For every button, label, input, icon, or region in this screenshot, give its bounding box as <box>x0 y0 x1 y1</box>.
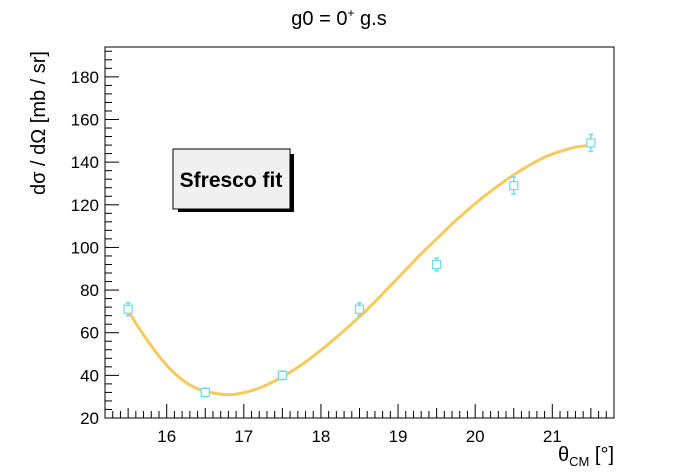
data-point <box>586 133 596 153</box>
y-tick-label: 120 <box>71 196 99 215</box>
y-tick-label: 140 <box>71 153 99 172</box>
chart-title-superscript: + <box>347 6 354 20</box>
data-point <box>509 176 519 195</box>
legend-label: Sfresco fit <box>180 169 283 192</box>
y-tick-label: 180 <box>71 68 99 87</box>
data-point <box>200 387 210 398</box>
y-tick-label: 80 <box>80 281 99 300</box>
x-tick-label: 18 <box>311 427 330 446</box>
point-marker <box>200 387 210 398</box>
point-marker <box>354 304 365 314</box>
data-point <box>277 370 287 381</box>
x-tick-label: 20 <box>466 427 485 446</box>
x-tick-label: 19 <box>389 427 408 446</box>
y-tick-label: 100 <box>71 238 99 257</box>
data-point <box>432 257 442 272</box>
y-tick-label: 160 <box>71 110 99 129</box>
x-axis-label-subscript: CM <box>569 454 589 469</box>
chart-title-suffix: g.s <box>354 8 386 30</box>
x-axis-label: θCM [°] <box>558 444 614 469</box>
data-point <box>354 302 365 317</box>
x-axis-label-unit: [°] <box>589 444 614 466</box>
point-marker <box>586 138 596 148</box>
x-tick-label: 16 <box>157 427 176 446</box>
y-tick-label: 40 <box>80 366 99 385</box>
y-ticks: 20 40 60 80 100 120 140 160 180 <box>71 50 119 428</box>
y-axis-label: dσ / dΩ [mb / sr] <box>28 51 50 195</box>
y-tick-label: 60 <box>80 324 99 343</box>
x-ticks: 16 17 18 19 20 21 <box>104 404 615 446</box>
legend-box <box>172 148 291 210</box>
point-marker <box>432 259 442 270</box>
plot-frame <box>104 46 615 419</box>
x-tick-label: 21 <box>543 427 562 446</box>
point-marker <box>509 180 519 191</box>
data-point <box>123 302 133 317</box>
chart-title: g0 = 0+ g.s <box>291 6 386 30</box>
point-marker <box>123 304 133 314</box>
data-points <box>123 133 596 398</box>
x-tick-label: 17 <box>234 427 253 446</box>
legend: Sfresco fit <box>172 148 294 212</box>
point-marker <box>277 370 287 380</box>
y-tick-label: 20 <box>80 409 99 428</box>
